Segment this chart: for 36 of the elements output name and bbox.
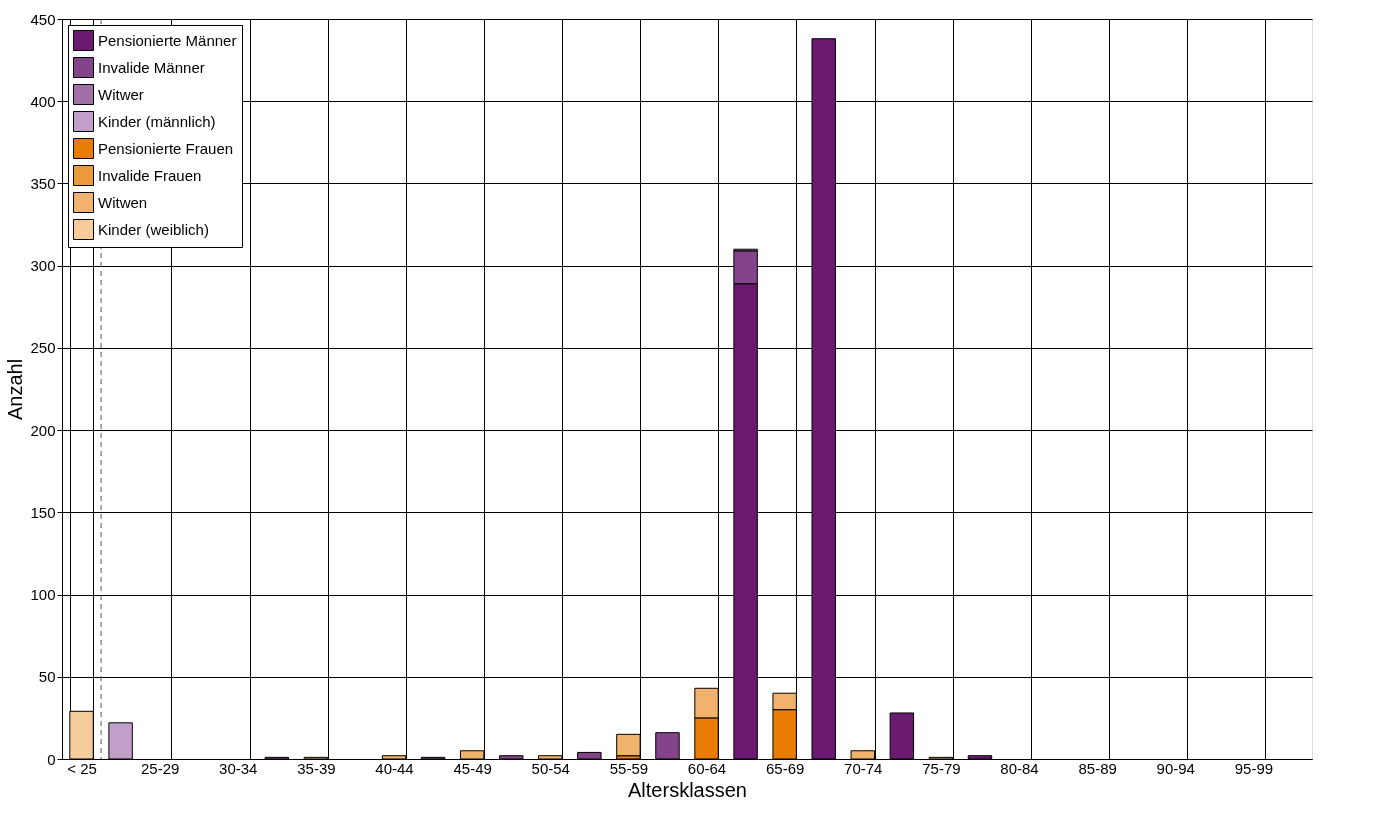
legend-label: Invalide Männer [98, 58, 205, 76]
legend-label: Invalide Frauen [98, 166, 202, 184]
y-tick-label: 50 [38, 668, 56, 686]
x-tick-label: 95-99 [1234, 759, 1274, 777]
y-tick-label: 0 [47, 750, 56, 768]
x-tick-label: < 25 [67, 759, 97, 777]
x-tick-label: 60-64 [687, 759, 727, 777]
legend-label: Kinder (männlich) [98, 112, 216, 130]
y-tick-label: 100 [30, 586, 56, 604]
x-tick-label: 25-29 [140, 759, 180, 777]
x-tick-label: 85-89 [1078, 759, 1117, 777]
y-tick-label: 400 [30, 92, 56, 110]
x-tick-label: 30-34 [219, 759, 258, 777]
x-tick-label: 70-74 [844, 759, 883, 777]
y-tick-label: 200 [30, 421, 56, 439]
legend-label: Pensionierte Männer [98, 31, 237, 49]
y-tick-label: 150 [30, 503, 56, 521]
y-tick-label: 450 [30, 10, 56, 28]
y-axis-title: Anzahl [4, 358, 27, 421]
x-axis-title: Altersklassen [628, 778, 747, 801]
legend-label: Kinder (weiblich) [98, 220, 209, 238]
x-tick-label: 90-94 [1156, 759, 1195, 777]
x-tick-label: 35-39 [297, 759, 336, 777]
x-tick-label: 50-54 [531, 759, 570, 777]
x-tick-label: 75-79 [922, 759, 961, 777]
x-tick-label: 55-59 [609, 759, 649, 777]
x-tick-label: 40-44 [375, 759, 414, 777]
legend-label: Pensionierte Frauen [98, 139, 234, 157]
x-tick-label: 65-69 [765, 759, 805, 777]
x-tick-label: 80-84 [1000, 759, 1039, 777]
y-tick-label: 350 [30, 174, 56, 192]
legend-label: Witwen [98, 193, 148, 211]
y-tick-label: 250 [30, 339, 56, 357]
legend-label: Witwer [98, 85, 144, 103]
x-tick-label: 45-49 [453, 759, 492, 777]
y-tick-label: 300 [30, 257, 56, 275]
